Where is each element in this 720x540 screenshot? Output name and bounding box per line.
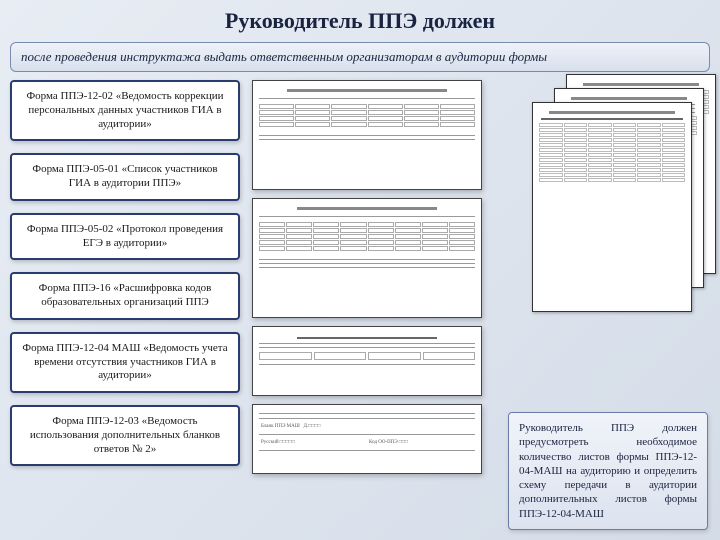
form-card: Форма ППЭ-12-04 МАШ «Ведомость учета вре…: [10, 332, 240, 393]
doc-thumb: Бланк ППЭ МАШ Д.□□□□ Русский □□□□□ Код О…: [252, 404, 482, 474]
doc-thumb: [252, 80, 482, 190]
doc-thumb: [252, 326, 482, 396]
form-card: Форма ППЭ-05-01 «Список участников ГИА в…: [10, 153, 240, 201]
page-title: Руководитель ППЭ должен: [0, 0, 720, 38]
documents-preview: Бланк ППЭ МАШ Д.□□□□ Русский □□□□□ Код О…: [248, 80, 710, 466]
doc-thumb: [532, 102, 692, 312]
content-area: Форма ППЭ-12-02 «Ведомость коррекции пер…: [0, 80, 720, 466]
subheader: после проведения инструктажа выдать отве…: [10, 42, 710, 72]
form-card: Форма ППЭ-12-02 «Ведомость коррекции пер…: [10, 80, 240, 141]
forms-list: Форма ППЭ-12-02 «Ведомость коррекции пер…: [10, 80, 240, 466]
form-card: Форма ППЭ-16 «Расшифровка кодов образова…: [10, 272, 240, 320]
form-card: Форма ППЭ-05-02 «Протокол проведения ЕГЭ…: [10, 213, 240, 261]
doc-stack: [526, 74, 716, 314]
doc-thumb: [252, 198, 482, 318]
form-card: Форма ППЭ-12-03 «Ведомость использования…: [10, 405, 240, 466]
note-box: Руководитель ППЭ должен предусмотреть не…: [508, 412, 708, 530]
